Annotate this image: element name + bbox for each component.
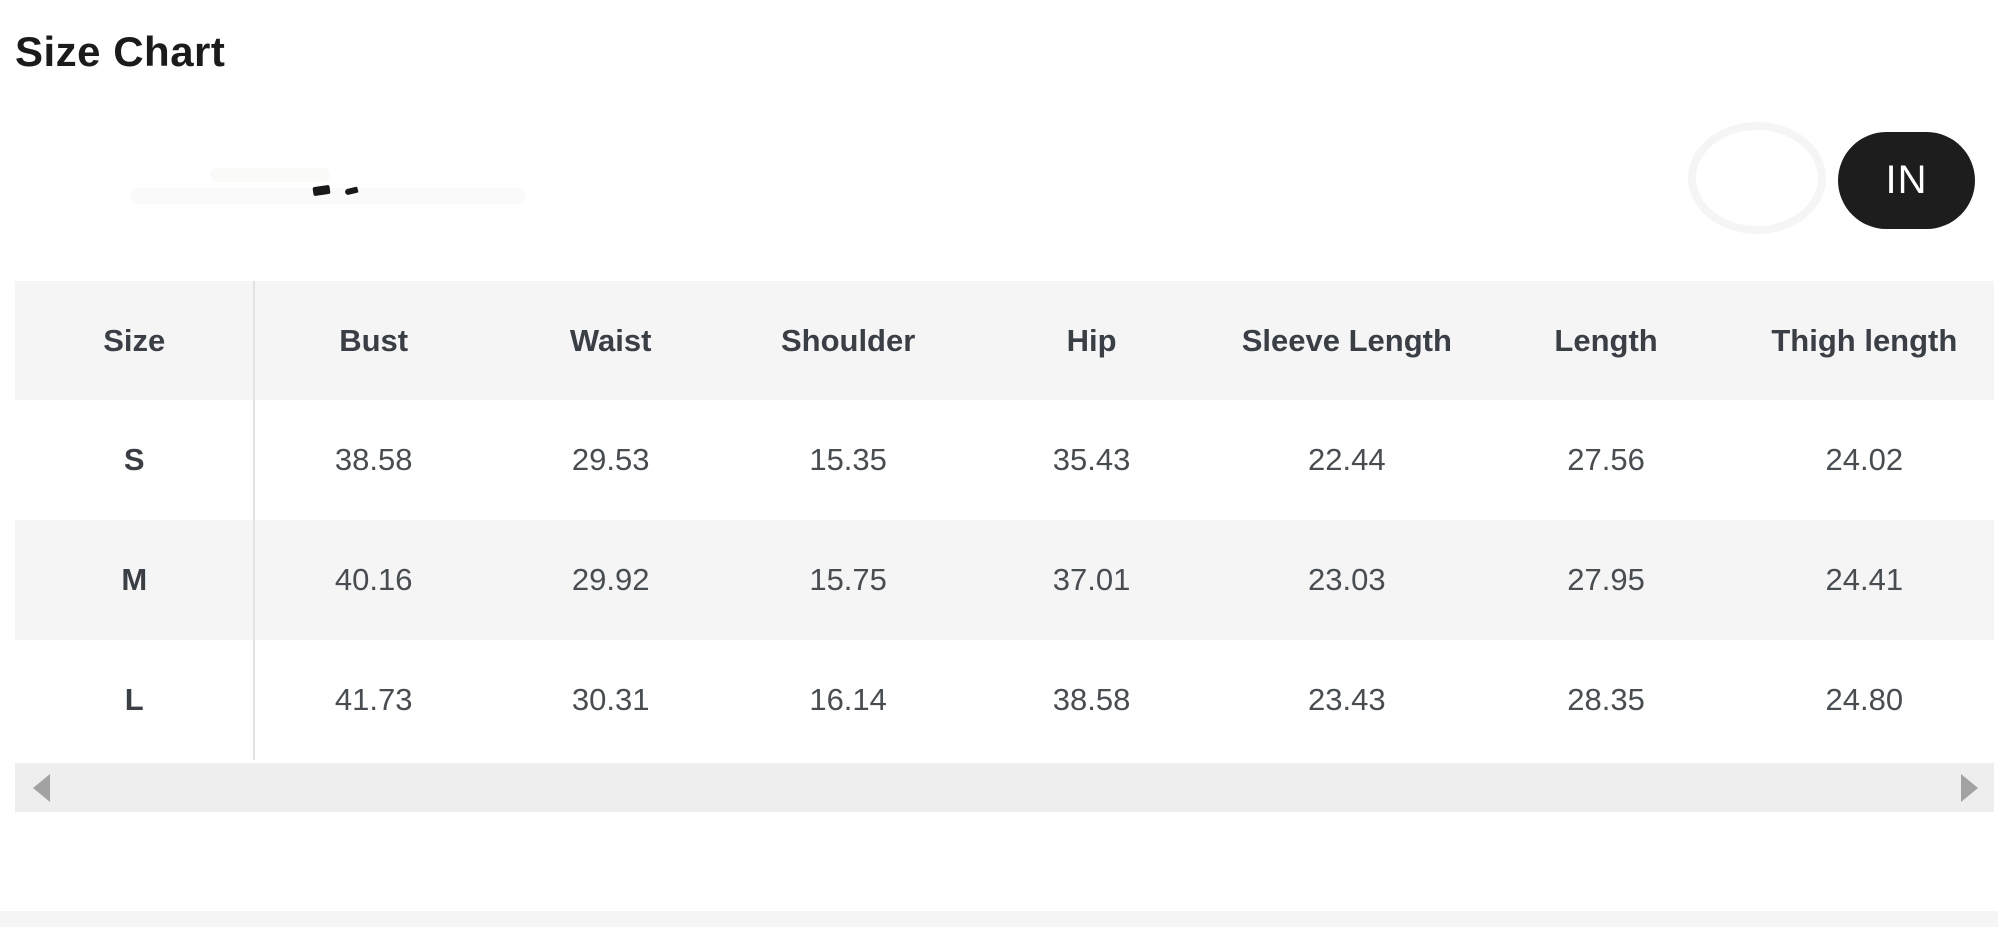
cell-hip: 38.58 xyxy=(1052,682,1131,717)
cell-shoulder: 15.35 xyxy=(809,442,887,477)
column-header-size: Size xyxy=(15,281,256,400)
cell-waist: 30.31 xyxy=(571,682,650,717)
cell-thigh-length: 24.02 xyxy=(1825,442,1904,477)
scroll-left-button[interactable] xyxy=(21,763,61,812)
unit-toggle-in-label: IN xyxy=(1885,158,1928,202)
column-header-shoulder: Shoulder xyxy=(729,281,967,400)
column-header-sleeve-length: Sleeve Length xyxy=(1216,281,1478,400)
next-section-band xyxy=(0,911,1998,927)
arrow-right-icon xyxy=(1960,773,1978,802)
size-label: M xyxy=(15,520,256,640)
column-header-length: Length xyxy=(1477,281,1735,400)
arrow-left-icon xyxy=(32,773,50,802)
page-title: Size Chart xyxy=(15,28,226,75)
table-row-size-s: S 38.58 29.53 15.35 35.43 22.44 27.56 24… xyxy=(15,400,1994,520)
cell-shoulder: 15.75 xyxy=(729,520,967,640)
horizontal-scrollbar[interactable] xyxy=(15,763,1994,812)
cell-sleeve-length: 22.44 xyxy=(1308,442,1386,477)
column-header-bust: Bust xyxy=(254,281,492,400)
table-row-size-l: L 41.73 30.31 16.14 38.58 23.43 28.35 24… xyxy=(15,640,1994,760)
cell-waist: 29.53 xyxy=(571,442,650,477)
cell-length: 28.35 xyxy=(1567,682,1645,717)
column-header-waist: Waist xyxy=(491,281,730,400)
cell-shoulder: 16.14 xyxy=(809,682,887,717)
cell-thigh-length: 24.80 xyxy=(1825,682,1904,717)
cell-bust: 41.73 xyxy=(334,682,413,717)
unit-toggle-cm-button-faded[interactable] xyxy=(1688,122,1826,234)
table-header-row: Size Bust Waist Shoulder Hip Sleeve Leng… xyxy=(15,281,1994,400)
cell-sleeve-length: 23.43 xyxy=(1308,682,1386,717)
cell-bust: 38.58 xyxy=(334,442,413,477)
size-label: S xyxy=(15,400,256,520)
cell-thigh-length: 24.41 xyxy=(1734,520,1994,640)
unit-toggle-in-button[interactable]: IN xyxy=(1838,132,1975,229)
faded-label-smear-2 xyxy=(210,168,330,182)
cell-sleeve-length: 23.03 xyxy=(1216,520,1478,640)
cell-length: 27.95 xyxy=(1477,520,1735,640)
cell-bust: 40.16 xyxy=(254,520,492,640)
scroll-right-button[interactable] xyxy=(1949,763,1989,812)
cell-hip: 35.43 xyxy=(1052,442,1131,477)
cell-waist: 29.92 xyxy=(491,520,730,640)
column-header-hip: Hip xyxy=(966,281,1217,400)
cell-length: 27.56 xyxy=(1567,442,1645,477)
size-chart-table: Size Bust Waist Shoulder Hip Sleeve Leng… xyxy=(15,281,1994,760)
cell-hip: 37.01 xyxy=(966,520,1217,640)
size-label: L xyxy=(15,640,256,760)
table-row-size-m: M 40.16 29.92 15.75 37.01 23.03 27.95 24… xyxy=(15,520,1994,640)
column-header-thigh-length: Thigh length xyxy=(1734,281,1994,400)
